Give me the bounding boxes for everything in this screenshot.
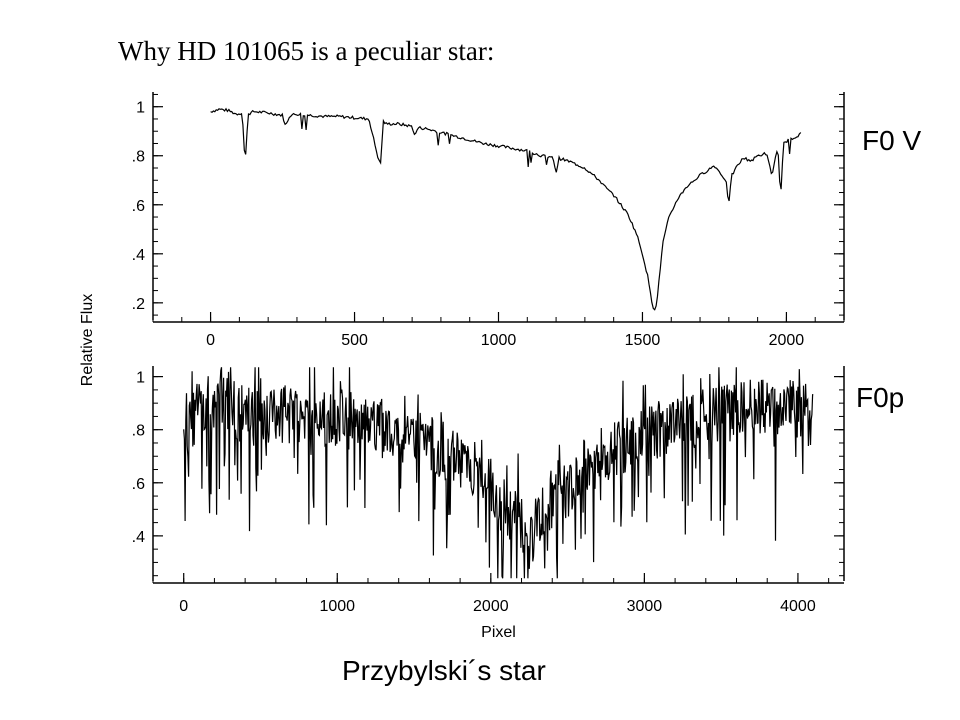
panel-2-xtick-label: 0 [179, 598, 188, 615]
panel-1-ytick-label: .6 [132, 198, 145, 215]
panel-2-ytick-label: 1 [136, 370, 145, 387]
panel-2-ytick-label: .4 [132, 529, 145, 546]
panel-1-ytick-label: .2 [132, 296, 145, 313]
panel-1-ytick-label: 1 [136, 100, 145, 117]
panel-1-xtick-label: 2000 [769, 332, 805, 349]
slide-caption: Przybylski´s star [342, 655, 546, 686]
panel-1-xtick-label: 1500 [625, 332, 661, 349]
panel-2-xtick-label: 3000 [627, 598, 663, 615]
panel-2-xtick-label: 4000 [780, 598, 816, 615]
spectrum-label-f0p: F0p [856, 382, 905, 413]
panel-1-ytick-label: .4 [132, 247, 145, 264]
panel-2-xtick-label: 2000 [473, 598, 509, 615]
panel-2-x-axis-title: Pixel [481, 624, 516, 641]
spectrum-label-f0v: F0 V [862, 125, 922, 156]
panel-2-ytick-label: .8 [132, 423, 145, 440]
panel-1-xtick-label: 0 [206, 332, 215, 349]
y-axis-title: Relative Flux [79, 294, 96, 386]
panel-1-spectrum-line [210, 107, 802, 311]
panel-1-xtick-label: 1000 [481, 332, 517, 349]
panel-2-ytick-label: .6 [132, 476, 145, 493]
slide-title: Why HD 101065 is a peculiar star: [118, 36, 495, 66]
panel-2-xtick-label: 1000 [319, 598, 355, 615]
panel-1-xtick-label: 500 [341, 332, 368, 349]
panel-1-ytick-label: .8 [132, 149, 145, 166]
panel-2-spectrum-line [183, 367, 814, 579]
